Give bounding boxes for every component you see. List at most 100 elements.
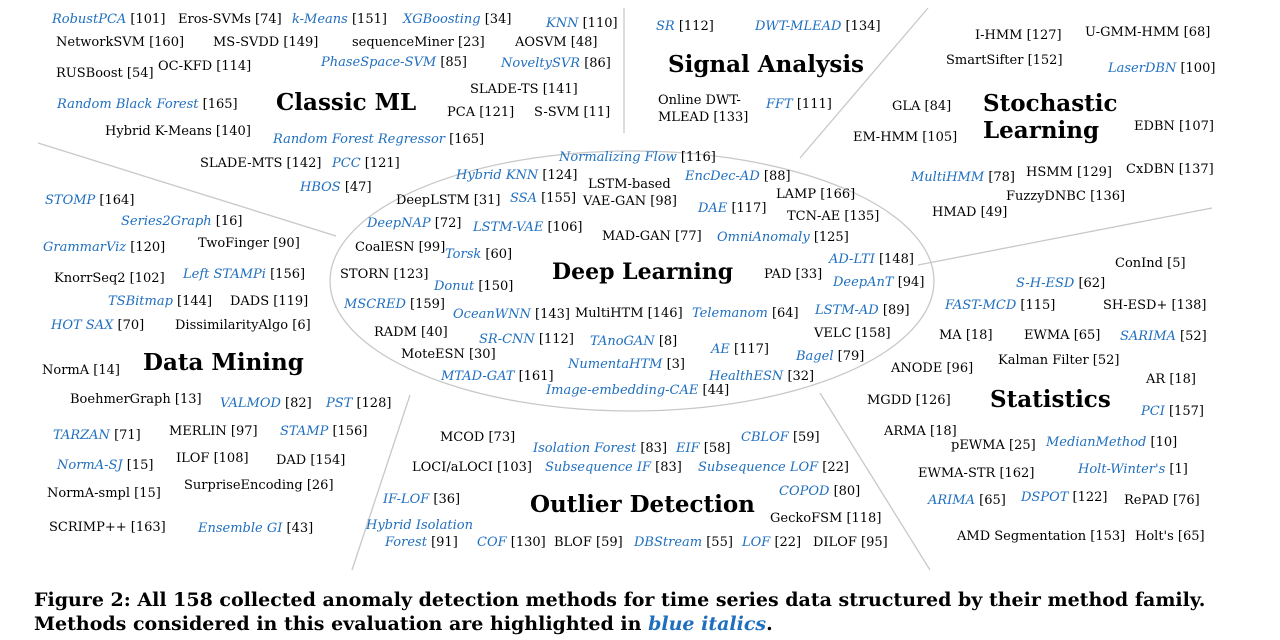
- method-name: PCA: [447, 105, 476, 120]
- method-name: MoteESN: [401, 347, 465, 362]
- method-name: TwoFinger: [198, 236, 269, 251]
- method-name: BoehmerGraph: [70, 392, 171, 407]
- method-torsk: Torsk [60]: [445, 247, 512, 262]
- method-medianmethod: MedianMethod [10]: [1046, 435, 1177, 450]
- method-name: SCRIMP++: [49, 520, 127, 535]
- method-name: PCI: [1141, 404, 1165, 419]
- method-reference: [117]: [729, 342, 769, 357]
- method-reference: [71]: [109, 428, 141, 443]
- method-hybrid-knn: Hybrid KNN [124]: [456, 168, 577, 183]
- method-reference: [59]: [788, 430, 820, 445]
- method-reference: [25]: [1004, 438, 1036, 453]
- method-name: DissimilarityAlgo: [175, 318, 289, 333]
- method-tarzan: TARZAN [71]: [53, 428, 141, 443]
- method-subsequence-if: Subsequence IF [83]: [545, 460, 682, 475]
- method-name: EDBN: [1134, 119, 1175, 134]
- method-reference: [10]: [1146, 435, 1178, 450]
- method-coalesn: CoalESN [99]: [355, 240, 445, 255]
- method-anode: ANODE [96]: [891, 361, 973, 376]
- method-surpriseencoding: SurpriseEncoding [26]: [184, 478, 334, 493]
- method-sh-esd: SH-ESD+ [138]: [1103, 298, 1206, 313]
- method-name: sequenceMiner: [352, 35, 454, 50]
- family-label-statistics: Statistics: [990, 386, 1111, 413]
- method-healthesn: HealthESN [32]: [709, 369, 814, 384]
- method-name: I-HMM: [975, 28, 1023, 43]
- method-laserdbn: LaserDBN [100]: [1108, 61, 1215, 76]
- method-reference: [123]: [389, 267, 429, 282]
- method-name: S-H-ESD: [1016, 276, 1075, 291]
- method-reference: [74]: [250, 12, 282, 27]
- method-name: MERLIN: [169, 424, 227, 439]
- method-reference: [1]: [1165, 462, 1188, 477]
- method-name: Series2Graph: [121, 214, 212, 229]
- method-mlead: MLEAD [133]: [658, 110, 748, 125]
- method-reference: [157]: [1164, 404, 1204, 419]
- method-eros-svms: Eros-SVMs [74]: [178, 12, 282, 27]
- method-reference: [6]: [288, 318, 311, 333]
- method-name: LOCI/aLOCI: [412, 460, 493, 475]
- method-name: Hybrid Isolation: [366, 518, 473, 533]
- method-reference: [112]: [534, 332, 574, 347]
- method-reference: [155]: [536, 191, 577, 206]
- method-reference: [121]: [475, 105, 515, 120]
- method-reference: [90]: [268, 236, 300, 251]
- method-hot-sax: HOT SAX [70]: [51, 318, 144, 333]
- method-reference: [76]: [1168, 493, 1200, 508]
- method-name: DAD: [276, 453, 307, 468]
- method-name: HOT SAX: [51, 318, 114, 333]
- method-name: Image-embedding-CAE: [546, 383, 699, 398]
- method-name: U-GMM-HMM: [1085, 25, 1180, 40]
- method-name: LOF: [742, 535, 771, 550]
- method-reference: [141]: [538, 82, 578, 97]
- method-reference: [143]: [530, 307, 570, 322]
- method-subsequence-lof: Subsequence LOF [22]: [698, 460, 849, 475]
- method-ilof: ILOF [108]: [176, 451, 249, 466]
- method-ae: AE [117]: [711, 342, 769, 357]
- method-noveltysvr: NoveltySVR [86]: [501, 56, 611, 71]
- method-reference: [154]: [306, 453, 346, 468]
- method-random-forest-regressor: Random Forest Regressor [165]: [273, 132, 484, 147]
- method-name: Left STAMPi: [183, 267, 266, 282]
- method-repad: RePAD [76]: [1124, 493, 1200, 508]
- method-name: Hybrid K-Means: [105, 124, 212, 139]
- method-scrimp: SCRIMP++ [163]: [49, 520, 166, 535]
- method-name: Random Forest Regressor: [273, 132, 445, 147]
- method-reference: [18]: [925, 424, 957, 439]
- method-name: LSTM-AD: [815, 303, 879, 318]
- method-sequenceminer: sequenceMiner [23]: [352, 35, 485, 50]
- method-sarima: SARIMA [52]: [1120, 329, 1207, 344]
- method-reference: [55]: [702, 535, 733, 550]
- method-dilof: DILOF [95]: [813, 535, 888, 550]
- method-rusboost: RUSBoost [54]: [56, 66, 154, 81]
- method-name: HealthESN: [709, 369, 784, 384]
- method-norma-smpl: NormA-smpl [15]: [47, 486, 161, 501]
- method-name: NormA-SJ: [57, 458, 123, 473]
- method-pcc: PCC [121]: [332, 156, 400, 171]
- method-name: Holt's: [1135, 529, 1174, 544]
- family-label-outlier-detection: Outlier Detection: [530, 491, 755, 518]
- method-u-gmm-hmm: U-GMM-HMM [68]: [1085, 25, 1210, 40]
- method-multihtm: MultiHTM [146]: [575, 306, 683, 321]
- method-reference: [73]: [484, 430, 516, 445]
- method-forest: Forest [91]: [385, 535, 458, 550]
- family-divider-lines: [37, 7, 1213, 571]
- method-name: EM-HMM: [853, 130, 919, 145]
- method-reference: [49]: [976, 205, 1008, 220]
- method-reference: [89]: [878, 303, 910, 318]
- method-xgboosting: XGBoosting [34]: [403, 12, 511, 27]
- method-cblof: CBLOF [59]: [741, 430, 820, 445]
- method-slade-mts: SLADE-MTS [142]: [200, 156, 321, 171]
- method-reference: [65]: [975, 493, 1006, 508]
- method-name: MA: [939, 328, 962, 343]
- method-name: BLOF: [554, 535, 592, 550]
- method-reference: [68]: [1179, 25, 1211, 40]
- method-tcn-ae: TCN-AE [135]: [787, 209, 879, 224]
- method-fast-mcd: FAST-MCD [115]: [945, 298, 1055, 313]
- method-image-embedding-cae: Image-embedding-CAE [44]: [546, 383, 729, 398]
- caption-highlight: blue italics: [648, 613, 767, 635]
- method-mscred: MSCRED [159]: [344, 297, 445, 312]
- method-name: PST: [326, 396, 353, 411]
- method-name: HMAD: [932, 205, 977, 220]
- method-reference: [135]: [840, 209, 880, 224]
- method-dspot: DSPOT [122]: [1021, 490, 1108, 505]
